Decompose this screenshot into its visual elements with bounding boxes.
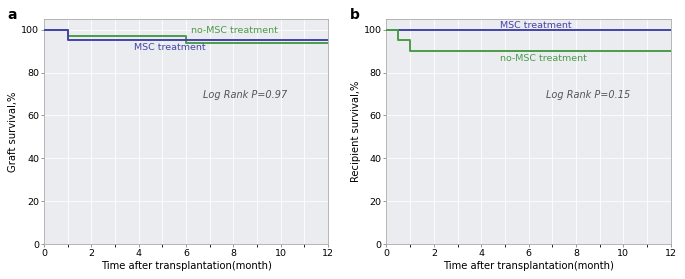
Text: MSC treatment: MSC treatment [134,44,206,52]
Text: Log Rank P=0.15: Log Rank P=0.15 [546,90,630,100]
X-axis label: Time after transplantation(month): Time after transplantation(month) [443,261,614,271]
Text: no-MSC treatment: no-MSC treatment [191,26,277,35]
Text: Log Rank P=0.97: Log Rank P=0.97 [203,90,288,100]
Text: b: b [349,8,360,22]
X-axis label: Time after transplantation(month): Time after transplantation(month) [101,261,271,271]
Text: a: a [7,8,16,22]
Text: MSC treatment: MSC treatment [500,21,572,30]
Y-axis label: Graft survival,%: Graft survival,% [8,91,18,172]
Y-axis label: Recipient survival,%: Recipient survival,% [351,81,361,182]
Text: no-MSC treatment: no-MSC treatment [500,54,587,63]
